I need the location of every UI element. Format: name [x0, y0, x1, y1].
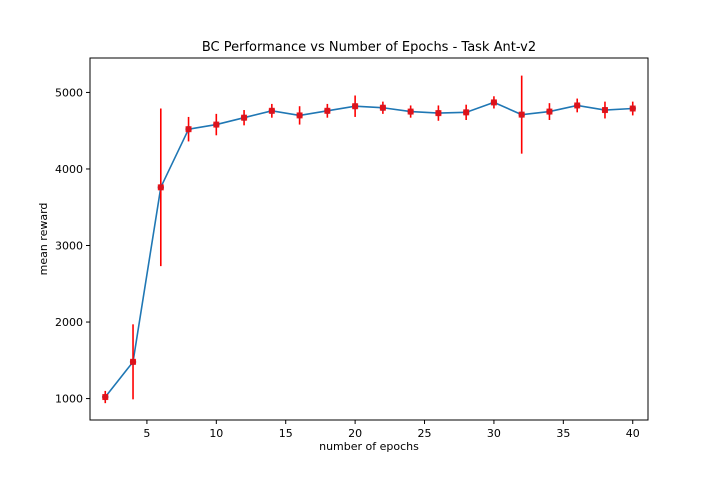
data-point-square	[296, 112, 303, 119]
data-point-square	[185, 126, 192, 133]
chart-title: BC Performance vs Number of Epochs - Tas…	[202, 40, 536, 55]
series-line	[104, 101, 633, 398]
data-point-square	[213, 121, 220, 128]
plot-background	[90, 58, 648, 420]
data-point-square	[407, 108, 414, 115]
plot-area: 5 10 15 20 25 30 35 40 1000 2000 3000 4000 5000	[55, 57, 649, 440]
x-tick-label: 10	[209, 427, 223, 440]
data-point-square	[102, 394, 109, 401]
y-tick-label: 1000	[55, 393, 83, 406]
y-tick-label: 3000	[55, 240, 83, 253]
x-tick-label: 35	[556, 427, 570, 440]
y-tick-label: 4000	[55, 163, 83, 176]
x-tick-label: 20	[348, 427, 362, 440]
data-point-square	[379, 104, 386, 111]
x-tick-label: 5	[143, 427, 150, 440]
x-tick-label: 25	[418, 427, 432, 440]
data-point-square	[435, 110, 442, 117]
data-point-square	[490, 99, 497, 106]
data-point-square	[518, 111, 525, 118]
y-axis-label: mean reward	[37, 203, 50, 276]
y-tick-label: 5000	[55, 86, 83, 99]
x-tick-label: 15	[279, 427, 293, 440]
x-axis-label: number of epochs	[319, 440, 419, 453]
data-point-square	[629, 105, 636, 112]
data-point-square	[352, 103, 359, 110]
data-point-square	[157, 184, 164, 191]
data-point-square	[546, 108, 553, 115]
x-tick-label: 30	[487, 427, 501, 440]
data-point-square	[268, 107, 275, 114]
data-point-square	[324, 107, 331, 114]
plot-frame	[89, 57, 649, 421]
data-point-square	[463, 109, 470, 116]
data-point-square	[574, 102, 581, 109]
data-point-square	[601, 107, 608, 114]
data-point-square	[241, 114, 248, 121]
data-point-square	[130, 358, 137, 365]
y-tick-label: 2000	[55, 316, 83, 329]
x-tick-label: 40	[626, 427, 640, 440]
